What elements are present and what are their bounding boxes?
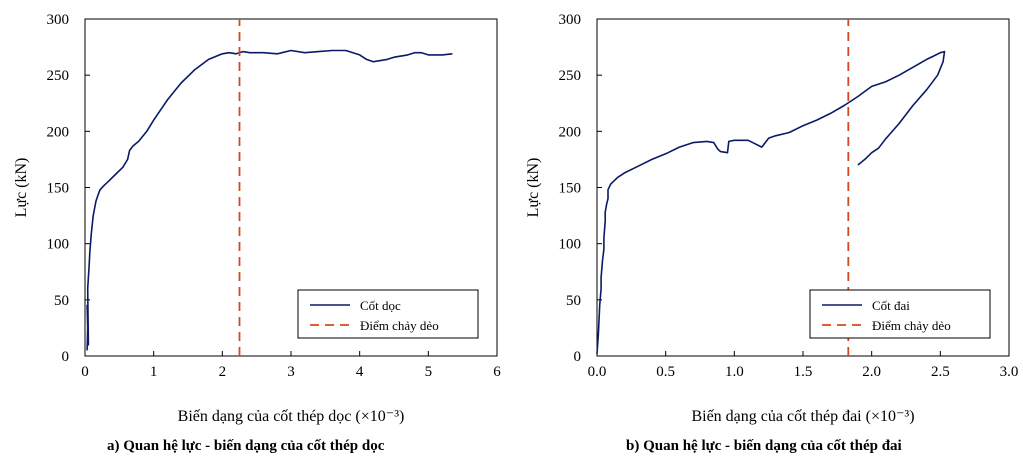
y-tick-label: 150 [559,181,582,197]
legend-label: Cốt đai [872,298,910,313]
x-tick-label: 2.5 [931,364,950,380]
chart-b: 0.0 0.5 1.0 1.5 2.0 2.5 3.0 0 50 100 150 200 250 300 B… [525,12,1019,425]
x-axis-label: Biến dạng của cốt thép đai (×10⁻³) [691,408,914,425]
y-axis-label: Lực (kN) [13,158,30,218]
y-tick-label: 0 [62,349,70,365]
chart-a: 0 1 2 3 4 5 6 0 50 100 150 200 250 300 Biến dạng của c… [13,12,501,425]
x-tick-label: 4 [356,364,364,380]
y-axis-label: Lực (kN) [525,158,542,218]
x-tick-label: 1.5 [794,364,813,380]
legend: Cốt đai Điểm chảy dẻo [809,289,991,339]
legend-label: Cốt dọc [360,298,401,313]
series-line-0 [86,49,453,351]
y-tick-label: 300 [559,12,582,28]
x-tick-label: 1 [150,364,158,380]
x-tick-label: 0 [81,364,89,380]
x-tick-label: 2 [219,364,227,380]
caption-a: a) Quan hệ lực - biến dạng của cốt thép … [107,438,385,454]
y-tick-label: 50 [54,293,69,309]
y-tick-label: 200 [47,124,70,140]
legend-box [809,289,991,339]
x-tick-label: 1.0 [725,364,744,380]
legend-label: Điểm chảy dẻo [360,318,439,333]
legend: Cốt dọc Điểm chảy dẻo [297,289,479,339]
caption-b: b) Quan hệ lực - biến dạng của cốt thép … [626,438,902,454]
legend-label: Điểm chảy dẻo [872,318,951,333]
x-tick-label: 3.0 [1000,364,1019,380]
series-line-0 [596,50,946,354]
y-tick-label: 100 [47,237,70,253]
x-tick-label: 6 [493,364,501,380]
y-tick-label: 200 [559,124,582,140]
legend-box [297,289,479,339]
x-axis-label: Biến dạng của cốt thép dọc (×10⁻³) [178,408,405,425]
y-tick-label: 250 [559,68,582,84]
x-tick-label: 0.5 [656,364,675,380]
y-tick-label: 250 [47,68,70,84]
x-tick-label: 3 [287,364,295,380]
y-tick-label: 300 [47,12,70,28]
y-tick-label: 150 [47,181,70,197]
x-tick-label: 0.0 [588,364,607,380]
y-tick-label: 0 [574,349,582,365]
y-tick-label: 50 [566,293,581,309]
y-tick-label: 100 [559,237,582,253]
x-tick-label: 2.0 [862,364,881,380]
x-tick-label: 5 [425,364,433,380]
